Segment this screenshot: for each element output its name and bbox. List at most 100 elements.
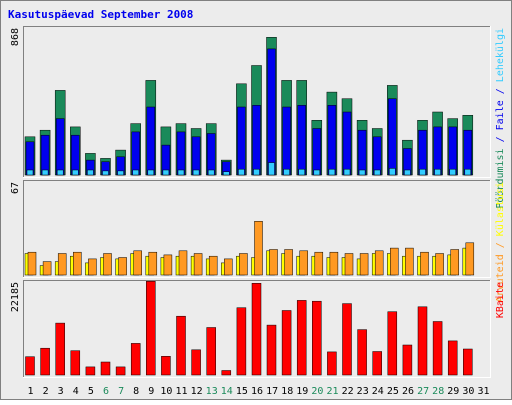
bar-bytes-KBaite-day-30	[463, 348, 473, 376]
bar-hits-Lehekülgi-day-25	[389, 168, 396, 176]
bar-hits-Faile-day-18	[282, 106, 291, 176]
bar-hits-Lehekülgi-day-1	[26, 169, 34, 176]
bar-visits-Arvuteid-day-14	[224, 258, 233, 276]
bar-hits-Lehekülgi-day-17	[268, 162, 275, 176]
bar-hits-Lehekülgi-day-9	[147, 169, 155, 176]
x-tick-label-day-20: 20	[311, 386, 323, 397]
bar-hits-Lehekülgi-day-16	[253, 168, 260, 176]
bar-bytes-KBaite-day-10	[161, 356, 171, 376]
bar-hits-Faile-day-28	[433, 126, 442, 176]
panel-hits-bars	[24, 37, 474, 176]
bar-bytes-KBaite-day-3	[55, 322, 65, 376]
bar-bytes-KBaite-day-17	[266, 324, 277, 376]
panel-hits-label-part-2: Faile	[495, 100, 506, 130]
bar-hits-Lehekülgi-day-5	[87, 169, 94, 176]
x-tick-label-day-28: 28	[432, 386, 444, 397]
bar-hits-Faile-day-4	[71, 134, 80, 176]
x-tick-label-day-19: 19	[296, 386, 308, 397]
bar-hits-Lehekülgi-day-23	[358, 169, 366, 176]
bar-bytes-KBaite-day-5	[85, 366, 96, 376]
panel-hits-label-part-0: Pöördumisi	[495, 148, 506, 208]
panel-hits-series-label: Pöördumisi / Faile / Lehekülgi	[495, 28, 506, 209]
panel-hits-label-part-1: /	[495, 130, 506, 148]
bar-hits-Faile-day-30	[463, 129, 473, 176]
bar-visits-Arvuteid-day-2	[42, 261, 52, 276]
bar-hits-Lehekülgi-day-28	[434, 168, 441, 176]
x-tick-label-day-15: 15	[236, 386, 248, 397]
bar-visits-Arvuteid-day-28	[435, 253, 444, 276]
bar-hits-Lehekülgi-day-19	[298, 168, 305, 176]
bar-hits-Faile-day-27	[418, 129, 427, 176]
bar-hits-Faile-day-3	[55, 118, 65, 176]
bar-hits-Faile-day-2	[40, 134, 50, 176]
bar-visits-Arvuteid-day-24	[374, 250, 384, 276]
bar-hits-Lehekülgi-day-24	[373, 169, 381, 176]
bar-visits-Arvuteid-day-18	[284, 249, 293, 276]
bar-hits-Lehekülgi-day-11	[177, 169, 185, 176]
x-tick-label-day-11: 11	[175, 386, 187, 397]
panel-visits-label-part-2: Külastusi	[495, 182, 506, 236]
bar-visits-Arvuteid-day-20	[314, 251, 324, 276]
bar-bytes-KBaite-day-19	[296, 300, 307, 376]
panel-hits-scale-label: 868	[10, 28, 21, 46]
x-tick-label-day-29: 29	[447, 386, 459, 397]
bar-hits-Lehekülgi-day-2	[41, 169, 49, 176]
panel-bytes: 22185 KBaite	[10, 280, 506, 378]
bar-visits-Arvuteid-day-13	[208, 255, 218, 276]
x-tick-label-day-1: 1	[27, 386, 33, 397]
bar-hits-Lehekülgi-day-3	[56, 169, 64, 176]
bar-visits-Arvuteid-day-11	[178, 250, 188, 276]
x-tick-label-day-8: 8	[133, 386, 139, 397]
bar-hits-Lehekülgi-day-26	[404, 169, 411, 176]
bar-bytes-KBaite-day-25	[387, 311, 398, 376]
bar-bytes-KBaite-day-8	[130, 343, 141, 376]
x-tick-label-day-23: 23	[357, 386, 369, 397]
bar-bytes-KBaite-day-6	[100, 361, 111, 376]
panel-hits: 868 Pöördumisi / Faile / Lehekülgi	[10, 26, 506, 209]
bar-bytes-KBaite-day-7	[115, 366, 126, 376]
bar-visits-Arvuteid-day-3	[57, 253, 67, 276]
bar-visits-Arvuteid-day-27	[420, 251, 429, 276]
bar-hits-Lehekülgi-day-13	[207, 169, 215, 176]
x-tick-label-day-12: 12	[191, 386, 203, 397]
x-tick-label-day-31: 31	[477, 386, 489, 397]
bar-visits-Arvuteid-day-21	[329, 251, 339, 276]
bar-hits-Lehekülgi-day-27	[419, 168, 426, 176]
bar-hits-Faile-day-12	[191, 136, 201, 176]
bar-visits-Arvuteid-day-7	[118, 257, 127, 276]
panel-visits-label-part-1: /	[495, 236, 506, 254]
panel-visits-label-part-0: Arvuteid	[495, 254, 506, 302]
bar-hits-Faile-day-17	[267, 48, 276, 176]
bar-bytes-KBaite-day-1	[25, 356, 35, 376]
x-tick-label-day-27: 27	[417, 386, 429, 397]
bar-bytes-KBaite-day-2	[40, 347, 50, 376]
x-tick-label-day-16: 16	[251, 386, 263, 397]
panel-bytes-bars	[25, 281, 473, 376]
x-axis: 1 2 3 4 5 6 7 8 9 10 11 12 13 14 15 16 17 18 19 20 21 22 23 24 2…	[27, 386, 489, 397]
bar-bytes-KBaite-day-16	[251, 283, 262, 376]
bar-visits-Arvuteid-day-6	[103, 253, 112, 276]
bar-visits-Arvuteid-day-29	[450, 249, 459, 276]
bar-bytes-KBaite-day-21	[327, 351, 337, 376]
bar-hits-Faile-day-8	[131, 131, 140, 176]
panel-hits-label-part-4: Lehekülgi	[495, 28, 506, 82]
bar-hits-Lehekülgi-day-18	[283, 168, 290, 176]
bar-visits-Arvuteid-day-12	[193, 253, 203, 276]
panel-bytes-series-label: KBaite	[495, 282, 506, 318]
x-tick-label-day-4: 4	[73, 386, 79, 397]
bar-hits-Faile-day-25	[388, 98, 397, 176]
panel-hits-label-part-3: /	[495, 82, 506, 100]
x-tick-label-day-9: 9	[148, 386, 154, 397]
bar-visits-Arvuteid-day-1	[27, 251, 37, 276]
bar-bytes-KBaite-day-12	[191, 349, 201, 376]
x-tick-label-day-21: 21	[326, 386, 338, 397]
bar-hits-Lehekülgi-day-4	[72, 169, 79, 176]
bar-hits-Lehekülgi-day-15	[238, 168, 245, 176]
bar-visits-Arvuteid-day-30	[465, 242, 475, 276]
chart-title: Kasutuspäevad September 2008	[8, 8, 193, 21]
bar-bytes-KBaite-day-23	[357, 329, 367, 376]
bar-hits-Lehekülgi-day-12	[192, 169, 200, 176]
bar-visits-Arvuteid-day-23	[359, 253, 369, 276]
